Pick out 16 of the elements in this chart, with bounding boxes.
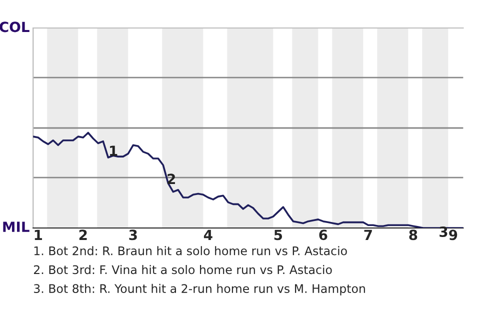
text: 1. Bot 2nd: R. Braun hit a solo home run vs P. Astacio (34, 246, 347, 256)
annotation: 2 (168, 174, 175, 184)
x-tick-label: 4 (204, 230, 212, 240)
x-tick-label: 5 (274, 230, 282, 240)
x-tick-label: 3 (129, 230, 137, 240)
x-tick-label: 1 (34, 230, 42, 240)
text: COL (0, 22, 30, 32)
x-tick-label: 2 (79, 230, 87, 240)
x-tick-label: 9 (449, 230, 458, 240)
text: 3. Bot 8th: R. Yount hit a 2-run home run vs M. Hampton (34, 284, 365, 296)
x-tick-label: 6 (319, 230, 328, 240)
annotation: 1 (110, 146, 118, 156)
text: 2. Bot 3rd: F. Vina hit a solo home run vs P. Astacio (34, 265, 332, 274)
x-tick-label: 7 (364, 230, 372, 240)
x-tick-label: 8 (409, 230, 418, 240)
text: MIL (3, 222, 30, 232)
